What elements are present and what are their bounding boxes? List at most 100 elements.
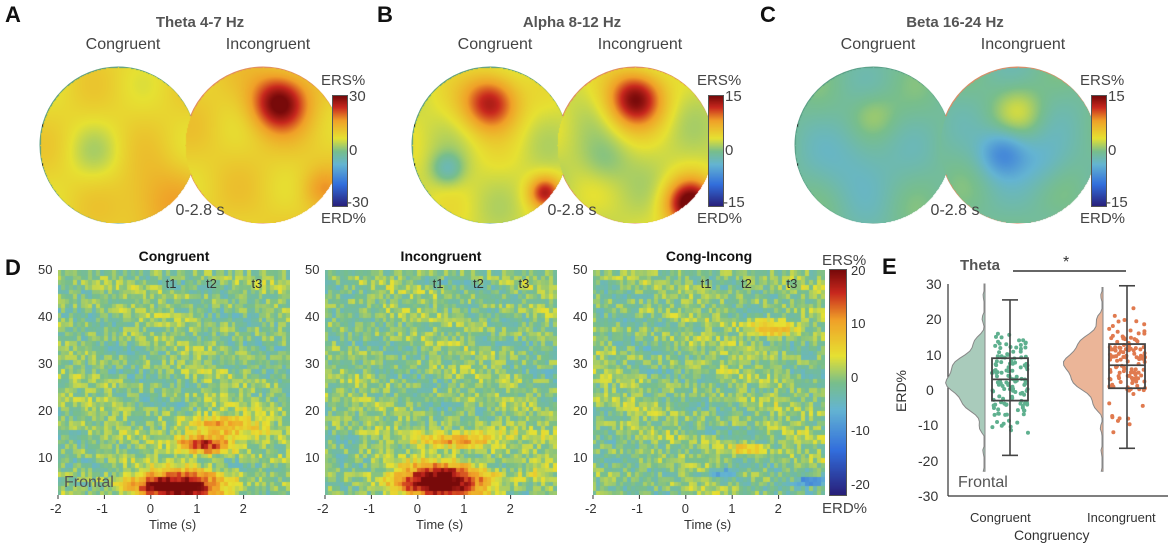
band-title: Alpha 8-12 Hz [522, 14, 622, 31]
data-point [1138, 347, 1143, 352]
category-label: Congruent [970, 510, 1031, 525]
data-point [993, 368, 998, 373]
data-point [1136, 331, 1141, 336]
y-tick-label: 10 [926, 346, 942, 363]
colorbar-mid: 0 [349, 142, 358, 159]
interval-label: t2 [473, 276, 484, 291]
colorbar-mid: 0 [725, 142, 734, 159]
condition-label: Incongruent [597, 36, 683, 53]
data-point [992, 412, 997, 417]
time-window-label: 0-2.8 s [547, 202, 597, 219]
time-frequency-heatmap [58, 270, 290, 495]
topomap-congruent [412, 67, 568, 223]
y-tick-label: -30 [918, 488, 939, 504]
colorbar-tick: 10 [851, 316, 866, 332]
y-tick-label: 50 [573, 262, 588, 277]
x-tick-label: 1 [460, 501, 468, 516]
region-label: Frontal [958, 474, 1008, 491]
condition-label: Congruent [85, 36, 161, 53]
y-tick-label: 50 [38, 262, 53, 277]
data-point [1003, 412, 1008, 417]
data-point [999, 335, 1004, 340]
data-point [1131, 392, 1136, 397]
data-point [1113, 348, 1118, 353]
data-point [1116, 319, 1121, 324]
data-point [1018, 343, 1023, 348]
data-point [995, 331, 1000, 336]
x-tick-label: -1 [631, 501, 643, 516]
heatmap-title: Cong-Incong [665, 248, 753, 264]
data-point [1110, 323, 1115, 328]
data-point [1023, 381, 1028, 386]
data-point [1121, 335, 1126, 340]
y-tick-label: 20 [926, 311, 942, 328]
data-point [1107, 326, 1112, 331]
colorbar [1091, 95, 1107, 207]
colorbar-top-label: ERS% [822, 252, 867, 269]
y-tick-label: 30 [38, 355, 53, 371]
x-axis-label: Congruency [1014, 527, 1090, 543]
panel-label: B [377, 2, 393, 27]
time-window-label: 0-2.8 s [175, 202, 225, 219]
interval-label: t3 [251, 276, 263, 291]
data-point [1128, 346, 1133, 351]
data-point [1117, 370, 1122, 375]
data-point [1134, 376, 1139, 381]
data-point [993, 334, 998, 339]
interval-label: t2 [206, 276, 217, 291]
data-point [999, 360, 1004, 365]
colorbar-max: 15 [1108, 88, 1125, 105]
y-tick-label: 30 [573, 355, 588, 371]
data-point [1128, 335, 1133, 340]
panel-label: E [882, 254, 897, 279]
density-violin [945, 283, 986, 472]
data-point [991, 405, 996, 410]
topomap-congruent [795, 67, 951, 223]
band-title: Theta 4-7 Hz [155, 14, 245, 31]
data-point [1023, 401, 1028, 406]
colorbar-mid: 0 [1108, 142, 1117, 159]
region-label: Frontal [64, 474, 114, 491]
data-point [1018, 391, 1023, 396]
x-tick-label: 1 [728, 501, 736, 516]
data-point [999, 354, 1004, 359]
y-tick-label: 50 [305, 262, 320, 277]
data-point [1020, 403, 1025, 408]
data-point [1112, 354, 1117, 359]
data-point [1010, 368, 1015, 373]
data-point [994, 374, 999, 379]
y-tick-label: 30 [926, 276, 942, 292]
data-point [997, 394, 1002, 399]
x-tick-label: 0 [146, 501, 155, 516]
data-point [995, 354, 1000, 359]
data-point [995, 419, 1000, 424]
colorbar-max: 15 [725, 88, 742, 105]
data-point [1021, 338, 1026, 343]
y-tick-label: -20 [918, 452, 939, 469]
data-point [1130, 381, 1135, 386]
y-axis-label: ERD% [893, 369, 909, 412]
interval-label: t2 [741, 276, 752, 291]
condition-label: Incongruent [980, 36, 1066, 53]
x-tick-label: -1 [363, 501, 375, 516]
y-tick-label: 20 [38, 402, 53, 418]
data-point [1118, 345, 1123, 350]
topomap-incongruent [185, 67, 341, 223]
data-point [993, 402, 998, 407]
data-point [1140, 403, 1145, 408]
data-point [1134, 338, 1139, 343]
significance-marker: * [1063, 254, 1070, 271]
interval-label: t1 [432, 276, 444, 291]
density-violin [1062, 286, 1104, 472]
data-point [1023, 345, 1028, 350]
interval-label: t1 [165, 276, 177, 291]
colorbar-bottom-label: ERD% [321, 210, 367, 227]
colorbar-tick: 20 [851, 263, 866, 278]
data-point [1021, 412, 1026, 417]
data-point [997, 350, 1002, 355]
y-tick-label: 40 [38, 308, 53, 324]
data-point [1128, 328, 1133, 333]
x-tick-label: 0 [681, 501, 690, 516]
data-point [1013, 360, 1018, 365]
